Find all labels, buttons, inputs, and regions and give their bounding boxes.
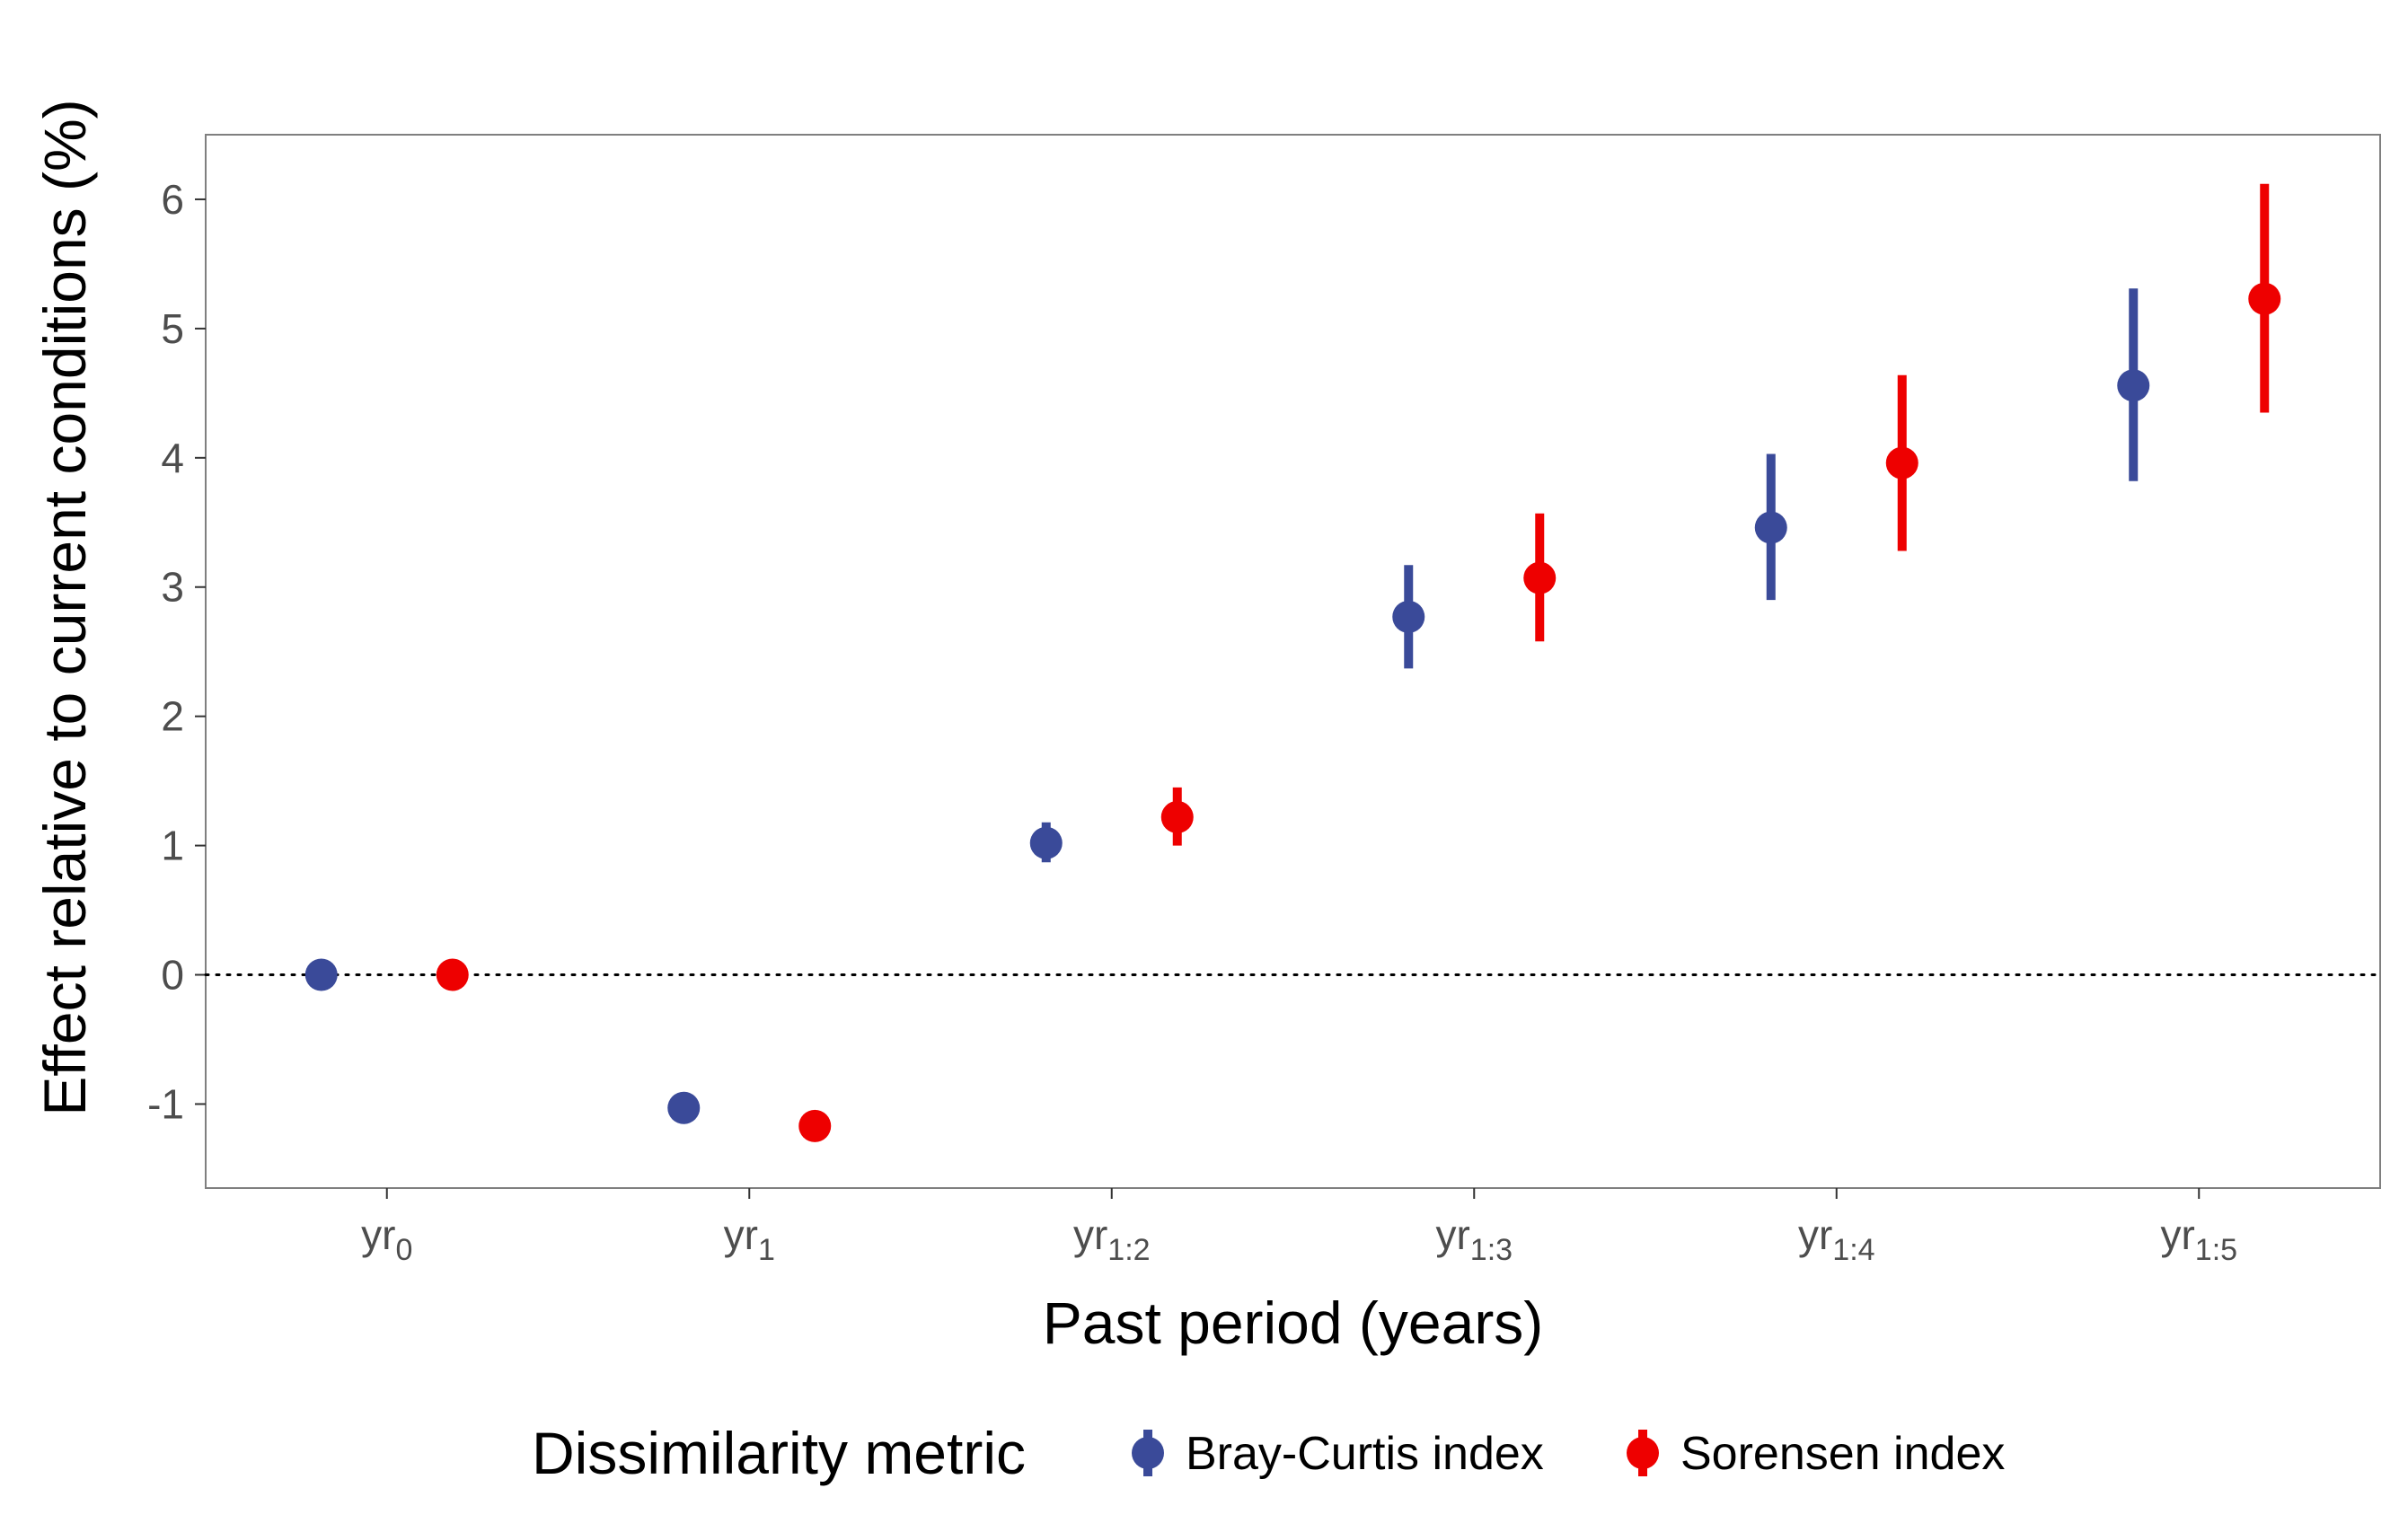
data-point [1885, 446, 1918, 480]
y-tick-label: 3 [161, 564, 184, 611]
legend-items: Bray-Curtis index Sorensen index [1132, 1428, 2005, 1480]
x-tick-label: yr0 [361, 1211, 412, 1267]
x-tick-label: yr1:3 [1435, 1211, 1513, 1267]
x-axis: yr0 yr1 yr1:2 yr1:3 yr1:4 yr1:5 [361, 1188, 2237, 1267]
x-tick-label: yr1:2 [1073, 1211, 1151, 1267]
data-point [2248, 282, 2281, 315]
series-bray-curtis-index [304, 288, 2150, 1124]
data-point [1392, 600, 1425, 633]
data-point [304, 958, 338, 991]
legend: Dissimilarity metric Bray-Curtis index So… [532, 1420, 2005, 1486]
legend-key-point [1132, 1437, 1164, 1469]
legend-label: Bray-Curtis index [1186, 1428, 1544, 1480]
y-tick-label: -1 [147, 1080, 184, 1127]
x-tick-label: yr1:5 [2160, 1211, 2237, 1267]
x-tick-label: yr1 [724, 1211, 775, 1267]
y-tick-label: 1 [161, 823, 184, 869]
legend-label: Sorensen index [1680, 1428, 2005, 1480]
data-point [436, 958, 469, 991]
x-axis-title: Past period (years) [1043, 1290, 1544, 1356]
y-axis: -1 0 1 2 3 4 5 6 [147, 176, 206, 1127]
data-point [667, 1091, 701, 1124]
data-point [1029, 826, 1063, 859]
x-tick-label: yr1:4 [1798, 1211, 1875, 1267]
legend-item: Sorensen index [1627, 1428, 2005, 1480]
legend-key-point [1627, 1437, 1659, 1469]
data-point [1754, 511, 1787, 544]
y-tick-label: 2 [161, 693, 184, 740]
y-tick-label: 6 [161, 176, 184, 223]
plot-panel-border [205, 134, 2381, 1189]
data-point [2117, 369, 2150, 402]
series-sorensen-index [436, 183, 2281, 1142]
y-tick-label: 4 [161, 435, 184, 481]
data-marks [304, 183, 2281, 1142]
legend-title: Dissimilarity metric [532, 1420, 1026, 1486]
y-tick-label: 0 [161, 952, 184, 999]
legend-item: Bray-Curtis index [1132, 1428, 1544, 1480]
data-point [1523, 561, 1557, 594]
data-point [1160, 800, 1194, 833]
y-tick-label: 5 [161, 305, 184, 352]
data-point [798, 1109, 832, 1142]
y-axis-title: Effect relative to current conditions (%… [31, 99, 98, 1115]
